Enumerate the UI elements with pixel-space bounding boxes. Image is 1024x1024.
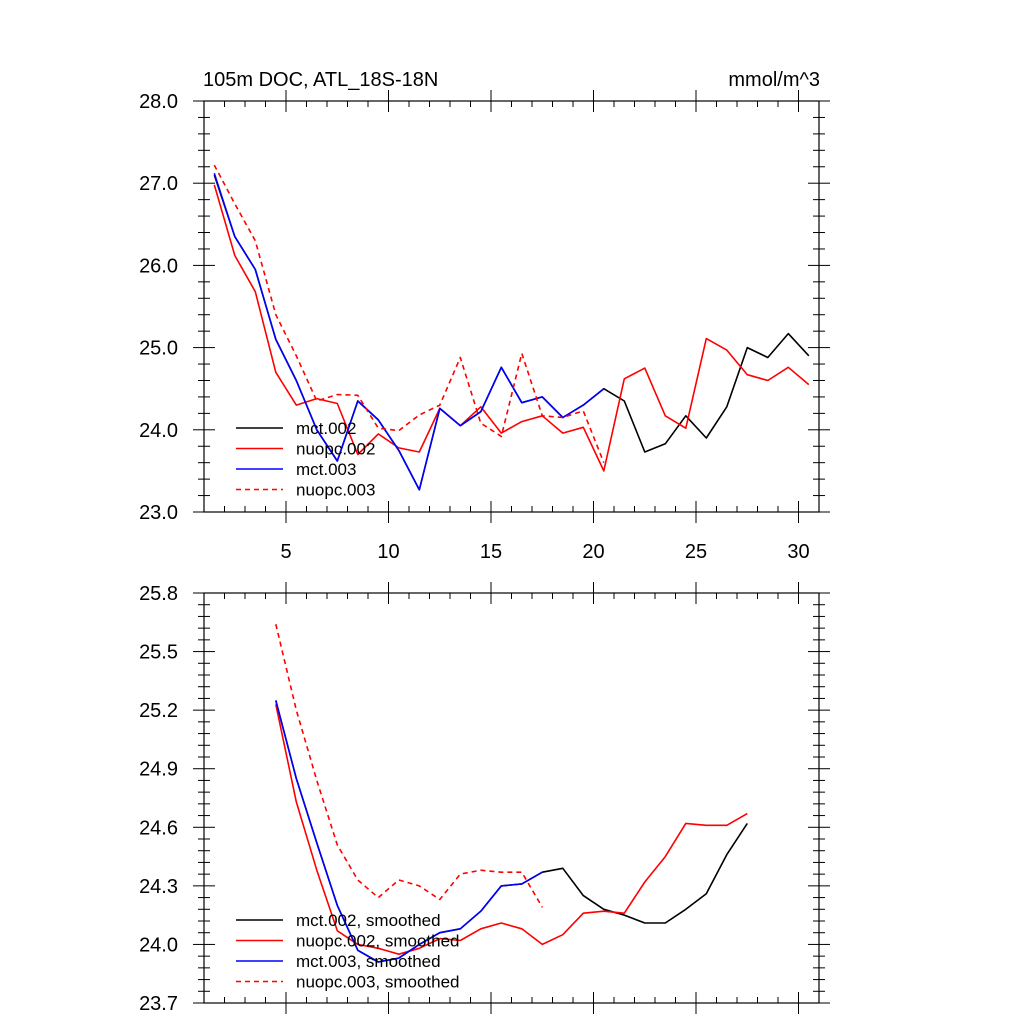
series-group — [275, 624, 748, 963]
legend-label: mct.002, smoothed — [296, 911, 441, 930]
y-tick-label: 23.7 — [139, 993, 178, 1015]
legend-label: mct.002 — [296, 419, 356, 438]
y-tick-label: 27.0 — [139, 173, 178, 195]
y-tick-label: 24.6 — [139, 817, 178, 839]
legend-label: nuopc.003, smoothed — [296, 973, 460, 992]
x-tick-label: 10 — [377, 541, 399, 563]
y-tick-label: 23.0 — [139, 502, 178, 524]
legend-label: mct.003 — [296, 460, 356, 479]
x-tick-label: 5 — [280, 541, 291, 563]
legend: mct.002, smoothed nuopc.002, smoothedmct.… — [236, 911, 460, 992]
y-tick-label: 24.3 — [139, 876, 178, 898]
series-line-nuopc-003 — [275, 624, 543, 908]
series-line-nuopc-003 — [213, 164, 605, 463]
legend-label: nuopc.002 — [296, 440, 375, 459]
legend-label: nuopc.002, smoothed — [296, 932, 460, 951]
y-tick-label: 25.0 — [139, 338, 178, 360]
top-panel: 5 10 15 20 25 30 23.0 24.0 25.0 26.0 27.0 28.0 mct.0… — [139, 90, 830, 563]
series-line-mct-003 — [275, 700, 543, 963]
x-tick-label: 30 — [787, 541, 809, 563]
units-label: mmol/m^3 — [728, 69, 820, 91]
y-tick-label: 26.0 — [139, 255, 178, 277]
bottom-panel: 23.7 24.0 24.3 24.6 24.9 25.2 25.5 25.8 mct.002,… — [139, 582, 830, 1015]
series-group — [213, 164, 810, 491]
chart-title: 105m DOC, ATL_18S-18N — [203, 69, 438, 91]
y-tick-label: 24.0 — [139, 420, 178, 442]
x-tick-label: 20 — [582, 541, 604, 563]
plot-frame — [203, 100, 820, 513]
y-tick-label: 25.8 — [139, 583, 178, 605]
y-tick-label: 25.5 — [139, 642, 178, 664]
y-tick-label: 24.0 — [139, 934, 178, 956]
y-tick-label: 24.9 — [139, 759, 178, 781]
legend-label: mct.003, smoothed — [296, 952, 441, 971]
series-line-nuopc-002 — [213, 184, 810, 472]
legend-label: nuopc.003 — [296, 481, 375, 500]
x-tick-label: 15 — [480, 541, 502, 563]
series-line-mct-003 — [213, 173, 605, 491]
plot-frame — [203, 592, 820, 1004]
y-tick-label: 25.2 — [139, 700, 178, 722]
x-tick-label: 25 — [685, 541, 707, 563]
y-tick-label: 28.0 — [139, 91, 178, 113]
